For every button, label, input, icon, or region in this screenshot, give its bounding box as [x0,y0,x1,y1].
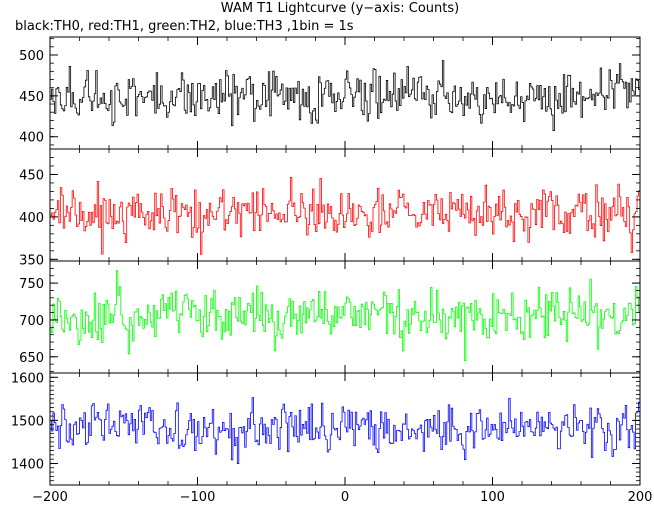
x-tick-label: −200 [32,490,68,505]
y-tick-label: 400 [19,131,44,146]
y-tick-label: 750 [19,277,44,292]
y-tick-label: 350 [19,253,44,268]
panel-th3: 1400 1500 1600 [11,371,641,486]
panel-th0: 400 450 500 [19,36,641,150]
y-tick-label: 450 [19,90,44,105]
x-tick-label: 0 [341,490,349,505]
y-tick-label: 700 [19,314,44,329]
x-axis: −200 −100 0 100 200 [32,490,652,505]
y-tick-label: 500 [19,49,44,64]
series-line-th2 [50,270,640,361]
y-tick-label: 400 [19,211,44,226]
y-tick-label: 1400 [11,457,44,472]
chart-subtitle: black:TH0, red:TH1, green:TH2, blue:TH3 … [15,19,354,34]
panel-th1: 350 400 450 [19,148,641,268]
y-tick-label: 650 [19,351,44,366]
chart-title: WAM T1 Lightcurve (y−axis: Counts) [221,1,459,16]
panel-th2: 650 700 750 [19,260,641,374]
y-tick-label: 1600 [11,371,44,386]
series-line-th3 [50,397,640,464]
y-tick-label: 1500 [11,414,44,429]
x-tick-label: −100 [180,490,216,505]
y-tick-label: 450 [19,168,44,183]
series-line-th0 [50,60,640,131]
x-tick-label: 200 [628,490,653,505]
x-tick-label: 100 [480,490,505,505]
series-line-th1 [50,177,640,255]
panels-group: 400 450 500 350 400 450 650 700 750 1400 1500 1600 [11,36,641,486]
